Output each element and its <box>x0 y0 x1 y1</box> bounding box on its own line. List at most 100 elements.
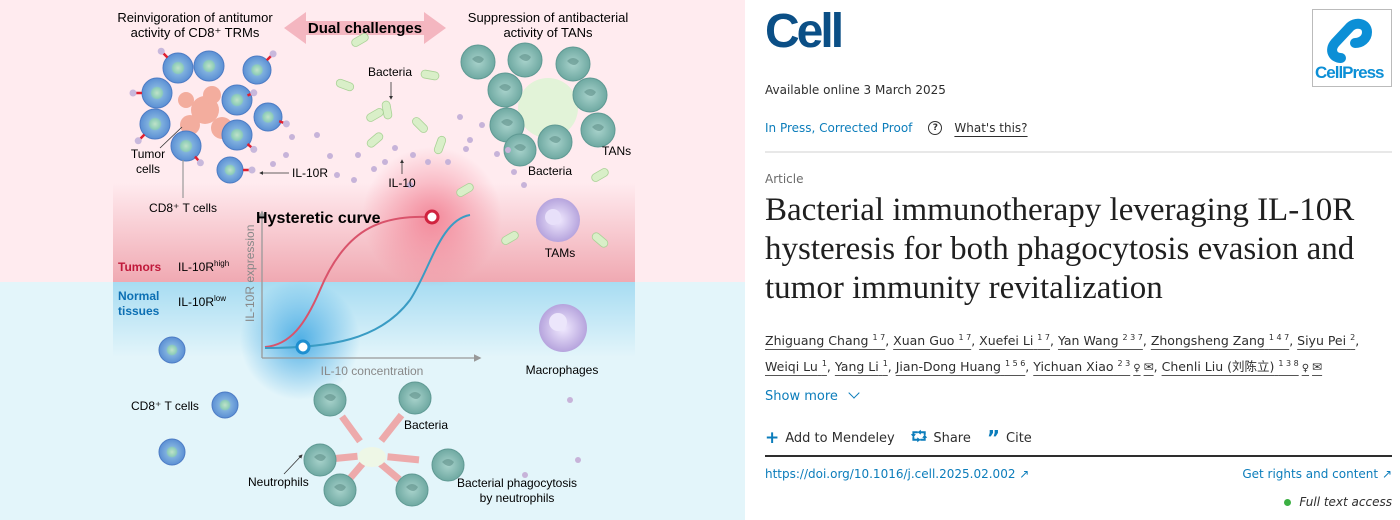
show-more-button[interactable]: Show more <box>765 387 860 404</box>
author-affiliations: 1 <box>821 359 827 369</box>
doi-text: https://doi.org/10.1016/j.cell.2025.02.0… <box>765 467 1016 481</box>
label-neutrophils: Neutrophils <box>248 475 309 489</box>
cite-button[interactable]: ” Cite <box>987 426 1032 450</box>
cell-journal-logo[interactable]: Cell <box>765 5 844 58</box>
bacterium <box>501 231 519 245</box>
x-axis-label: IL-10 concentration <box>321 364 424 378</box>
bacterium <box>433 135 447 155</box>
get-rights-link[interactable]: Get rights and content ↗ <box>1242 467 1392 481</box>
author-name: Weiqi Lu <box>765 359 818 375</box>
il10-dot <box>463 146 469 152</box>
il10-dot <box>283 152 289 158</box>
cellpress-logo[interactable]: CellPress <box>1312 9 1392 87</box>
label-normal: Normal <box>118 289 159 303</box>
person-icon: ♀ <box>1301 363 1310 375</box>
divider <box>765 151 1392 153</box>
il10-dot <box>522 472 528 478</box>
attack-arrow <box>378 412 405 443</box>
share-button[interactable]: ⮔ Share <box>911 426 971 450</box>
t-cell <box>141 77 173 109</box>
il10-bound <box>250 145 258 153</box>
label-il10r-low: IL-10R <box>178 295 214 309</box>
divider-dark <box>765 455 1392 457</box>
label-macrophages: Macrophages <box>526 363 599 377</box>
double-arrow-icon <box>284 12 446 44</box>
author-link[interactable]: Chenli Liu (刘陈立) 1 3 8 ♀ ✉ <box>1162 359 1323 374</box>
person-icon: ♀ <box>1133 363 1141 375</box>
label-cd8-top: CD8⁺ T cells <box>149 201 217 215</box>
il10-dot <box>521 182 527 188</box>
author-name: Yichuan Xiao <box>1033 359 1114 375</box>
il10-bound <box>129 89 137 97</box>
author-link[interactable]: Xuan Guo 1 7 <box>893 333 971 348</box>
show-more-label: Show more <box>765 389 838 404</box>
author-link[interactable]: Yichuan Xiao 2 3 ♀ ✉ <box>1033 359 1153 374</box>
author-name: Zhongsheng Zang <box>1150 333 1265 349</box>
author-name: Xuefei Li <box>979 333 1034 349</box>
il10-dot <box>382 159 388 165</box>
author-link[interactable]: Zhongsheng Zang 1 4 7 <box>1151 333 1289 348</box>
author-affiliations: 1 <box>882 359 888 369</box>
il10-dot <box>355 152 361 158</box>
il10r-receptor <box>246 143 253 149</box>
email-icon: ✉ <box>1312 360 1323 375</box>
t-cell <box>221 84 253 116</box>
title-left-line2: activity of CD8⁺ TRMs <box>131 25 260 40</box>
red-curve <box>264 215 429 348</box>
il10-dot <box>467 137 473 143</box>
tans-cluster <box>460 42 616 167</box>
il10-bound <box>196 159 204 167</box>
author-name: Chenli Liu (刘陈立) <box>1161 359 1275 375</box>
label-cd8-bottom: CD8⁺ T cells <box>131 399 199 413</box>
il10-bound <box>269 50 277 58</box>
il10r-receptor <box>265 55 272 62</box>
author-affiliations: 1 7 <box>1037 333 1051 342</box>
author-affiliations: 2 3 <box>1117 359 1131 369</box>
title-right-line1: Suppression of antibacterial <box>468 10 629 25</box>
t-cell <box>170 130 202 162</box>
doi-link[interactable]: https://doi.org/10.1016/j.cell.2025.02.0… <box>765 467 1029 481</box>
question-circle-icon[interactable]: ? <box>928 121 943 135</box>
plus-icon: + <box>765 428 780 448</box>
label-phagocytosis-1: Bacterial phagocytosis <box>457 476 577 490</box>
il10-dot <box>371 166 377 172</box>
t-cell <box>221 119 253 151</box>
author-link[interactable]: Zhiguang Chang 1 7 <box>765 333 885 348</box>
add-to-mendeley-button[interactable]: + Add to Mendeley <box>765 426 895 450</box>
t-cell <box>216 156 244 184</box>
author-list: Zhiguang Chang 1 7, Xuan Guo 1 7, Xuefei… <box>765 333 1360 375</box>
author-link[interactable]: Yan Wang 2 3 7 <box>1058 333 1143 348</box>
author-link[interactable]: Weiqi Lu 1 <box>765 359 827 374</box>
whats-this-link[interactable]: What's this? <box>954 121 1028 135</box>
bacterium <box>420 69 440 81</box>
label-hysteretic-curve: Hysteretic curve <box>256 210 381 227</box>
tam-cell <box>536 198 580 242</box>
author-link[interactable]: Yang Li 1 <box>835 359 888 374</box>
author-affiliations: 1 4 7 <box>1268 333 1290 342</box>
email-icon: ✉ <box>1143 360 1154 375</box>
external-link-icon: ↗ <box>1381 467 1392 481</box>
label-bacteria-top: Bacteria <box>368 65 412 79</box>
bacteria-scatter <box>335 33 609 248</box>
author-link[interactable]: Siyu Pei 2 <box>1297 333 1355 348</box>
il10r-receptor <box>162 52 169 59</box>
bacterium <box>366 132 384 148</box>
author-affiliations: 1 5 6 <box>1004 359 1026 369</box>
article-title: Bacterial immunotherapy leveraging IL-10… <box>765 192 1355 306</box>
author-link[interactable]: Xuefei Li 1 7 <box>979 333 1050 348</box>
il10-dot <box>505 147 511 153</box>
cite-label: Cite <box>1006 430 1032 446</box>
label-phagocytosis-2: by neutrophils <box>480 491 555 505</box>
il10-dot <box>270 161 276 167</box>
il10r-receptor <box>194 155 200 162</box>
author-affiliations: 2 <box>1350 333 1356 342</box>
available-online: Available online 3 March 2025 <box>765 83 946 97</box>
bacterium <box>351 33 369 47</box>
hysteresis-plot <box>258 209 482 362</box>
author-affiliations: 2 3 7 <box>1122 333 1143 342</box>
cd8-t-cells-bottom <box>158 336 239 466</box>
green-dot-icon <box>1284 498 1292 506</box>
author-link[interactable]: Jian-Dong Huang 1 5 6 <box>896 359 1026 374</box>
label-bacteria-tans: Bacteria <box>528 164 572 178</box>
bacteria-target <box>358 447 386 467</box>
